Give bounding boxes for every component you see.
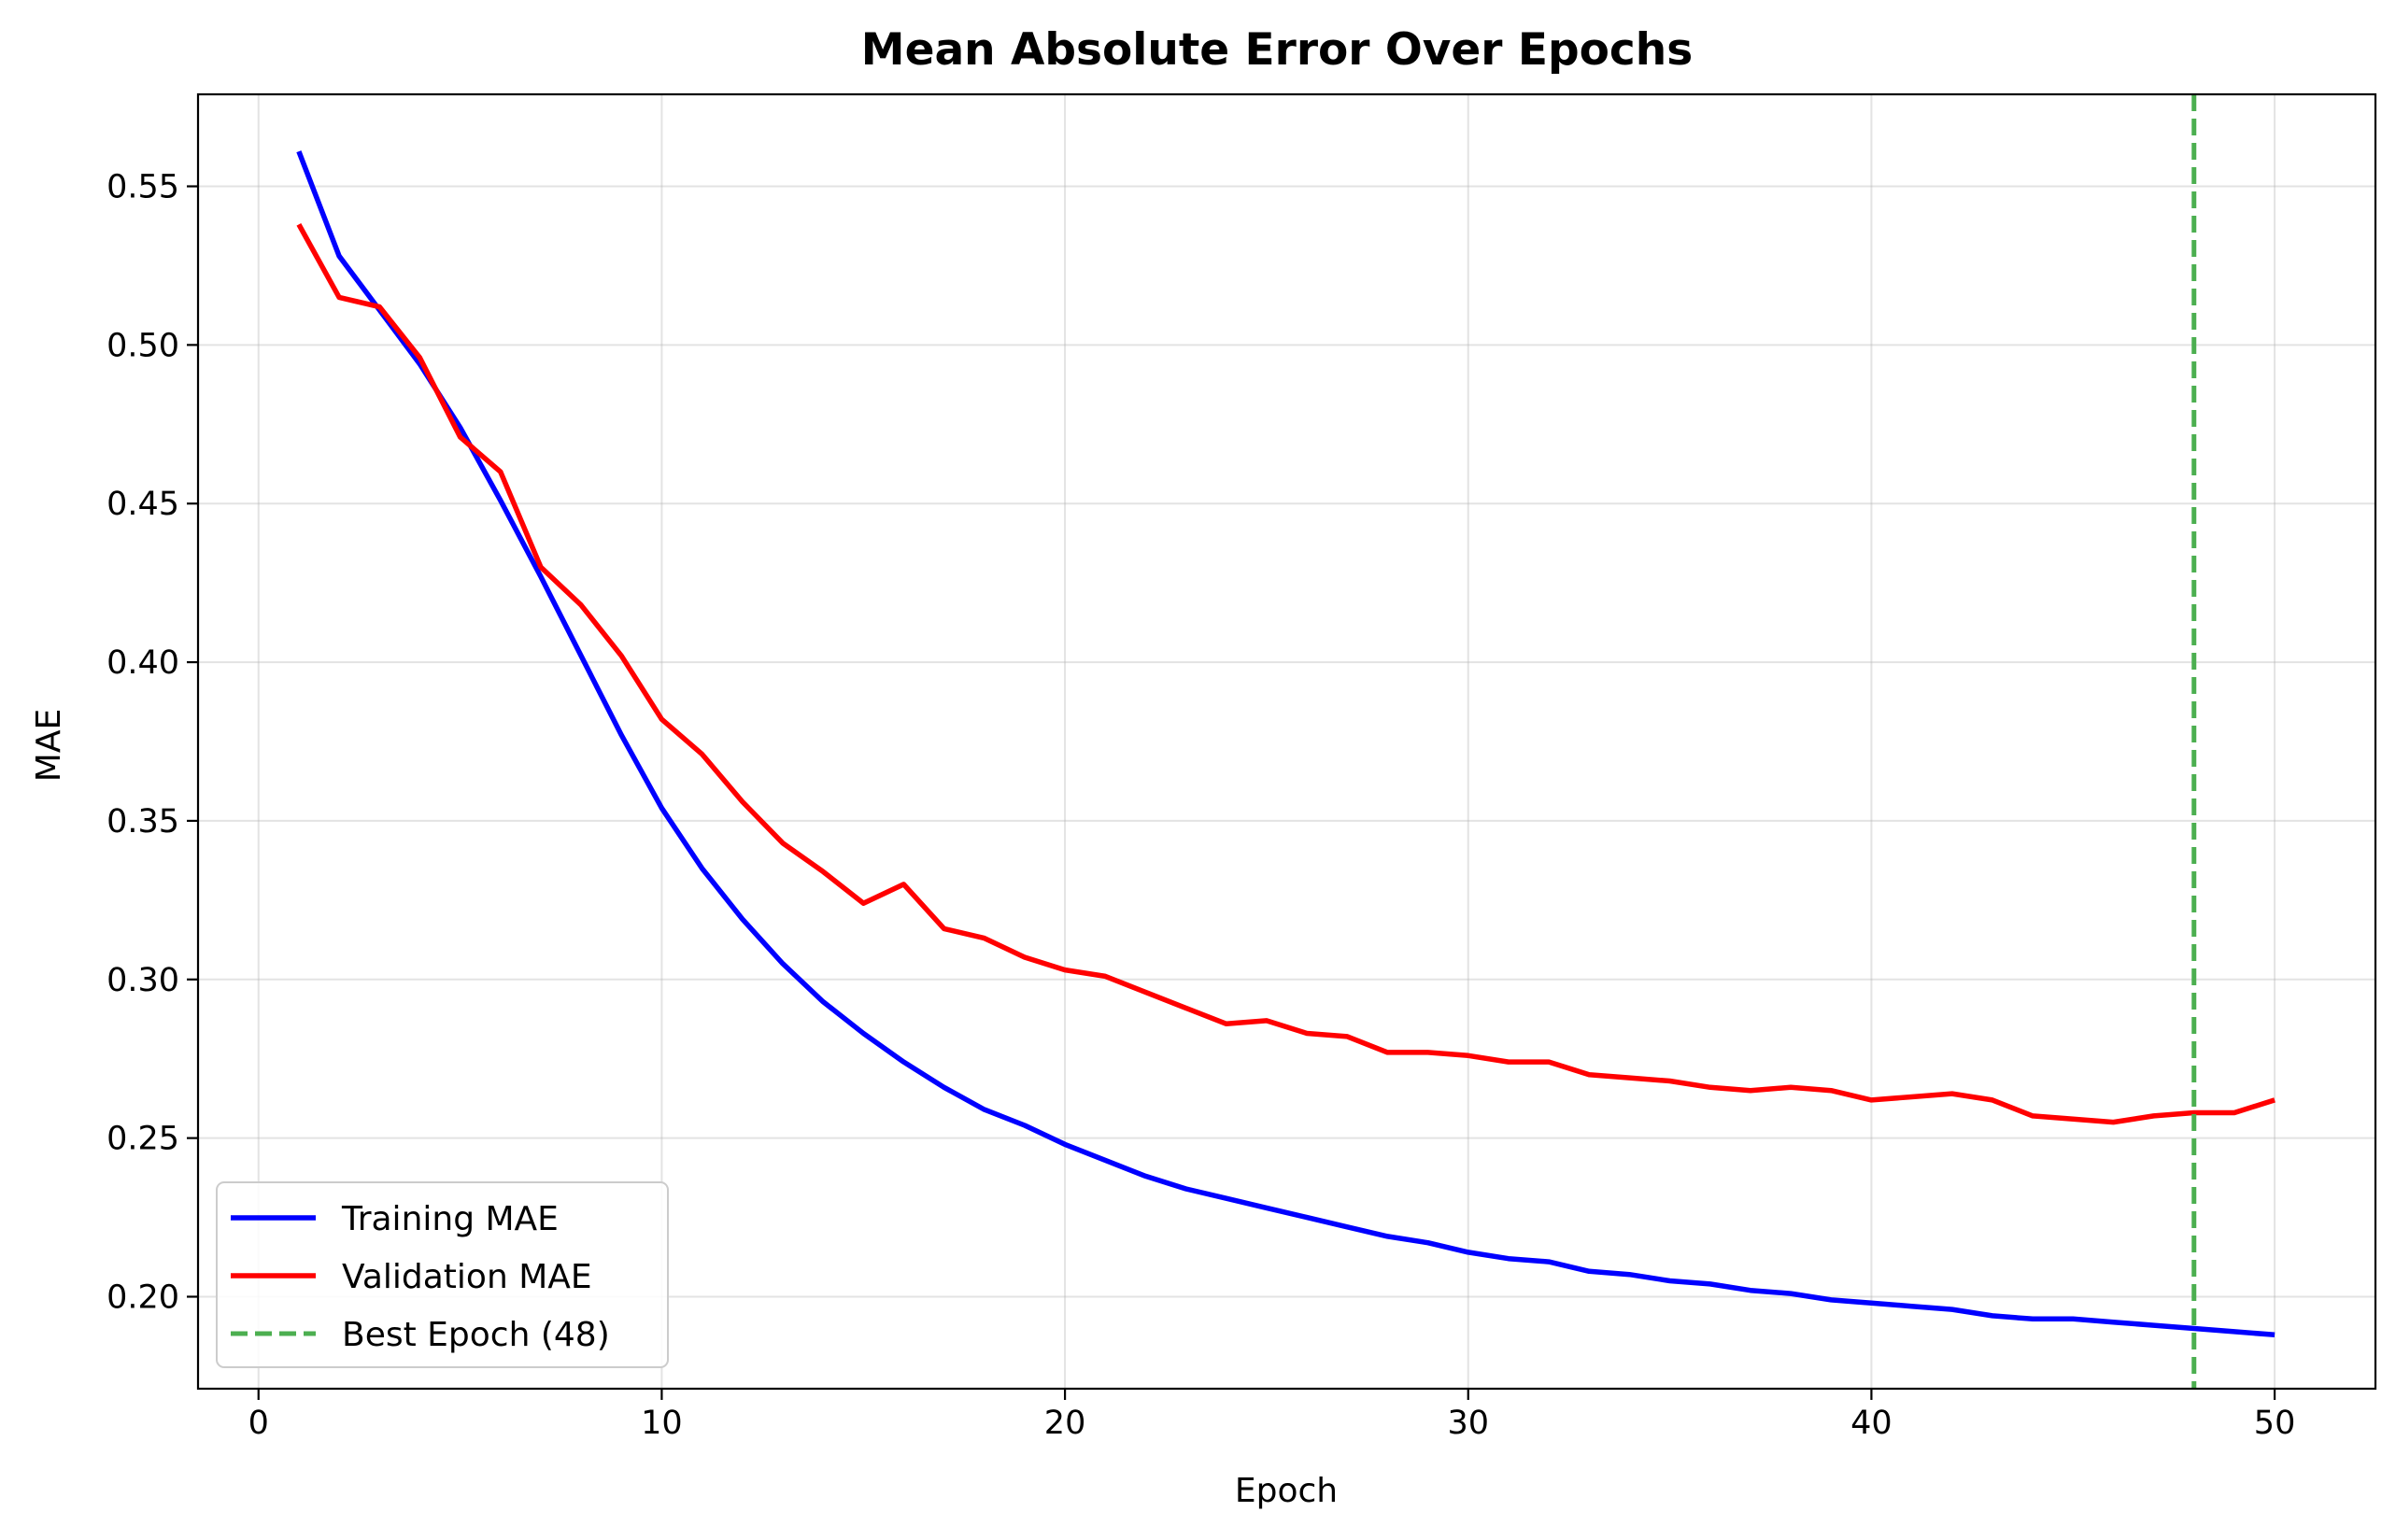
y-tick-label: 0.30 (106, 962, 179, 999)
legend-label-validation: Validation MAE (342, 1258, 592, 1296)
chart-title: Mean Absolute Error Over Epochs (861, 24, 1693, 76)
series-line-validation-mae (296, 222, 2275, 1125)
legend: Training MAE Validation MAE Best Epoch (… (216, 1181, 669, 1368)
y-tick-label: 0.55 (106, 169, 179, 206)
legend-label-best-epoch: Best Epoch (48) (342, 1316, 610, 1354)
y-tick-label: 0.20 (106, 1279, 179, 1316)
x-tick-label: 0 (248, 1405, 269, 1442)
x-tick-label: 20 (1044, 1405, 1086, 1442)
x-tick-label: 50 (2254, 1405, 2296, 1442)
x-tick-label: 10 (641, 1405, 683, 1442)
y-tick-label: 0.40 (106, 644, 179, 682)
legend-box (216, 1181, 669, 1368)
plot-series (296, 150, 2275, 1338)
legend-label-training: Training MAE (341, 1200, 559, 1238)
y-tick-label: 0.50 (106, 327, 179, 364)
y-tick-label: 0.35 (106, 803, 179, 841)
y-axis-label: MAE (30, 709, 68, 782)
plot-area-frame (196, 92, 2377, 1391)
y-tick-label: 0.45 (106, 486, 179, 523)
x-tick-label: 30 (1447, 1405, 1489, 1442)
x-tick-label: 40 (1850, 1405, 1893, 1442)
y-tick-label: 0.25 (106, 1121, 179, 1158)
grid (198, 94, 2375, 1389)
axis-ticks: 0 10 20 30 40 50 0.20 0.25 0.30 0.35 0.40 0.45 0.50 0… (106, 169, 2295, 1442)
series-line-training-mae (296, 150, 2275, 1338)
x-axis-label: Epoch (1235, 1472, 1338, 1510)
